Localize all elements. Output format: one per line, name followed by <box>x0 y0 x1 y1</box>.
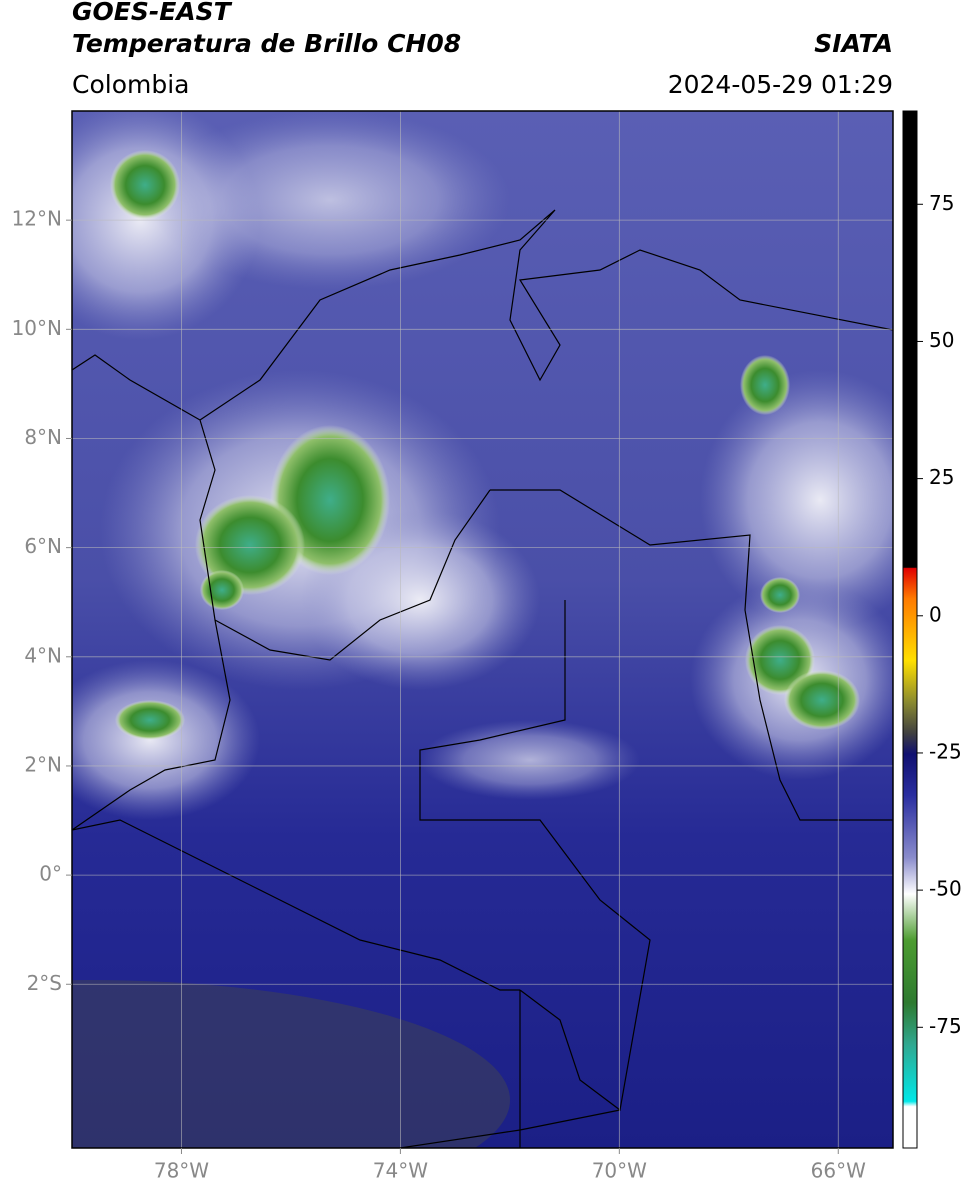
colorbar-tick-label: 50 <box>929 328 954 352</box>
lon-tick-label: 70°W <box>592 1159 647 1183</box>
lat-tick-label: 6°N <box>24 534 62 558</box>
colorbar-tick-label: -75 <box>929 1014 962 1038</box>
lat-tick-label: 4°N <box>24 643 62 667</box>
lon-tick-label: 74°W <box>373 1159 428 1183</box>
lon-tick-label: 66°W <box>811 1159 866 1183</box>
colorbar-tick-label: -25 <box>929 739 962 763</box>
lat-tick-label: 12°N <box>12 207 62 231</box>
lat-tick-label: 2°N <box>24 752 62 776</box>
colorbar-tick-label: 0 <box>929 602 942 626</box>
title: GOES-EAST <box>72 0 233 26</box>
lon-tick-label: 78°W <box>154 1159 209 1183</box>
colorbar-tick-label: 25 <box>929 465 954 489</box>
lat-tick-label: 8°N <box>24 425 62 449</box>
lat-tick-label: 2°S <box>27 971 62 995</box>
colorbar-tick-label: -50 <box>929 877 962 901</box>
region: Colombia <box>72 70 189 99</box>
lat-tick-label: 10°N <box>12 316 62 340</box>
lat-tick-label: 0° <box>39 862 62 886</box>
colorbar-tick-label: 75 <box>929 191 954 215</box>
satellite-image <box>72 111 893 1148</box>
timestamp: 2024-05-29 01:29 <box>668 70 893 99</box>
graticule <box>72 111 893 1148</box>
subtitle: Temperatura de Brillo CH08 <box>72 29 461 58</box>
source: SIATA <box>814 29 893 58</box>
colorbar <box>902 110 918 1149</box>
map-frame <box>71 110 894 1149</box>
